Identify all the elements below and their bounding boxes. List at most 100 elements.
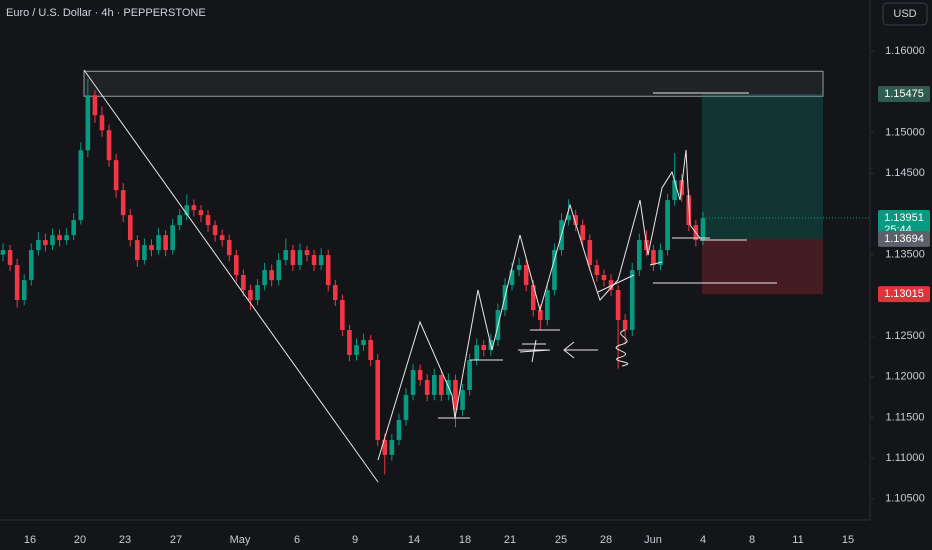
candle-body [290,250,296,266]
x-tick-label: May [230,534,251,546]
candle-body [601,275,607,281]
y-tick-label: 1.14500 [885,167,925,179]
candle-body [474,345,479,361]
x-tick-label: 18 [459,534,471,546]
axes: 1.16000 1.15000 1.14500 1.13500 1.12500 1.120… [24,45,930,546]
candle-body [276,260,282,281]
scribble [615,329,629,367]
candle-body [64,235,69,241]
candle-body [467,360,472,390]
candle-body [325,255,331,286]
candle-body [545,290,550,321]
candle-body [283,250,289,261]
candle-body [219,235,225,241]
candle-body [262,270,267,286]
candle-body [205,215,211,226]
candle-body [460,389,465,410]
candle-body [248,290,253,301]
candle-body [234,255,239,276]
stop-label: 1.13015 [884,288,924,300]
x-tick-label: 14 [408,534,420,546]
y-tick-label: 1.16000 [885,45,925,57]
candle-body [417,369,423,380]
candle-body [382,439,388,455]
candle-body [672,180,677,201]
x-tick-label: 6 [294,534,300,546]
loss-zone [702,238,823,295]
y-tick-label: 1.12500 [885,330,925,342]
currency-label[interactable]: USD [893,8,916,20]
candle-body [615,290,621,321]
entry-label: 1.13694 [884,233,924,245]
level-line [597,237,710,293]
candle-body [340,300,345,330]
candle-body [142,245,147,261]
x-tick-label: 21 [504,534,516,546]
x-tick-label: 25 [555,534,567,546]
candle-body [212,225,218,236]
candle-body [43,240,48,246]
candle-body [170,225,175,251]
candle-body [361,339,366,346]
candle-body [509,270,515,286]
x-tick-label: 16 [24,534,36,546]
y-tick-label: 1.11000 [886,452,925,464]
y-tick-label: 1.11500 [886,411,925,423]
x-tick-label: 27 [170,534,182,546]
candle-body [99,115,105,131]
candle-body [297,250,303,266]
candle-body [184,205,190,216]
candle-body [453,379,458,410]
stop-badge [878,286,930,303]
candle-body [481,345,487,351]
candle-body [241,275,246,291]
candle-body [92,95,98,116]
candle-body [389,439,395,455]
candle-body [332,285,338,301]
candle-body [177,215,183,226]
candle-body [580,225,586,241]
candle-body [71,220,76,236]
candle-body [375,360,381,440]
last-price-label: 1.13951 [884,212,924,224]
dollar-scribble [519,339,551,363]
candle-body [573,215,578,226]
candle-body [0,250,6,255]
candle-body [255,285,260,301]
candle-body [163,235,168,251]
zones [83,70,824,295]
x-tick-label: 8 [749,534,755,546]
candle-body [354,345,359,355]
candle-body [523,265,529,286]
candle-body [7,250,13,266]
candle-body [700,218,706,241]
swing-drawing [377,149,701,461]
candle-body [530,285,536,311]
candle-body [608,280,614,291]
candle-body [368,339,373,361]
candle-body [665,200,670,251]
candle-body [566,215,571,221]
candle-body [651,250,656,266]
candle-body [85,95,91,151]
x-tick-label: 9 [352,534,358,546]
candle-body [120,190,126,216]
candle-body [14,265,20,301]
candle-body [410,369,416,395]
candle-body [106,130,112,161]
candle-body [28,250,34,281]
candle-body [439,374,444,395]
candle-body [431,374,437,395]
candle-body [36,240,41,251]
candle-body [149,245,154,251]
candle-body [269,270,274,281]
candle-body [113,160,119,191]
candle-body [226,240,232,256]
trend-line [83,69,379,483]
currency-button[interactable] [882,2,928,26]
candle-body [21,280,27,301]
candle-body [587,240,593,266]
candle-body [424,379,430,395]
